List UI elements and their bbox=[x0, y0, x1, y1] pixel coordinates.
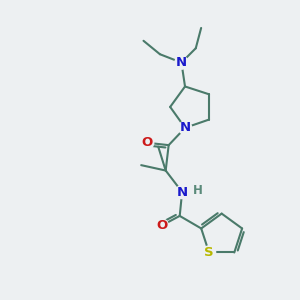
Text: N: N bbox=[179, 121, 191, 134]
Circle shape bbox=[176, 185, 189, 199]
Text: S: S bbox=[204, 246, 214, 259]
Circle shape bbox=[202, 246, 216, 259]
Circle shape bbox=[192, 185, 203, 196]
Circle shape bbox=[175, 56, 188, 69]
Circle shape bbox=[141, 136, 154, 149]
Circle shape bbox=[155, 219, 168, 232]
Text: N: N bbox=[176, 185, 188, 199]
Text: N: N bbox=[176, 56, 187, 69]
Text: H: H bbox=[193, 184, 202, 197]
Circle shape bbox=[178, 121, 192, 134]
Text: O: O bbox=[142, 136, 153, 149]
Text: O: O bbox=[156, 219, 167, 232]
